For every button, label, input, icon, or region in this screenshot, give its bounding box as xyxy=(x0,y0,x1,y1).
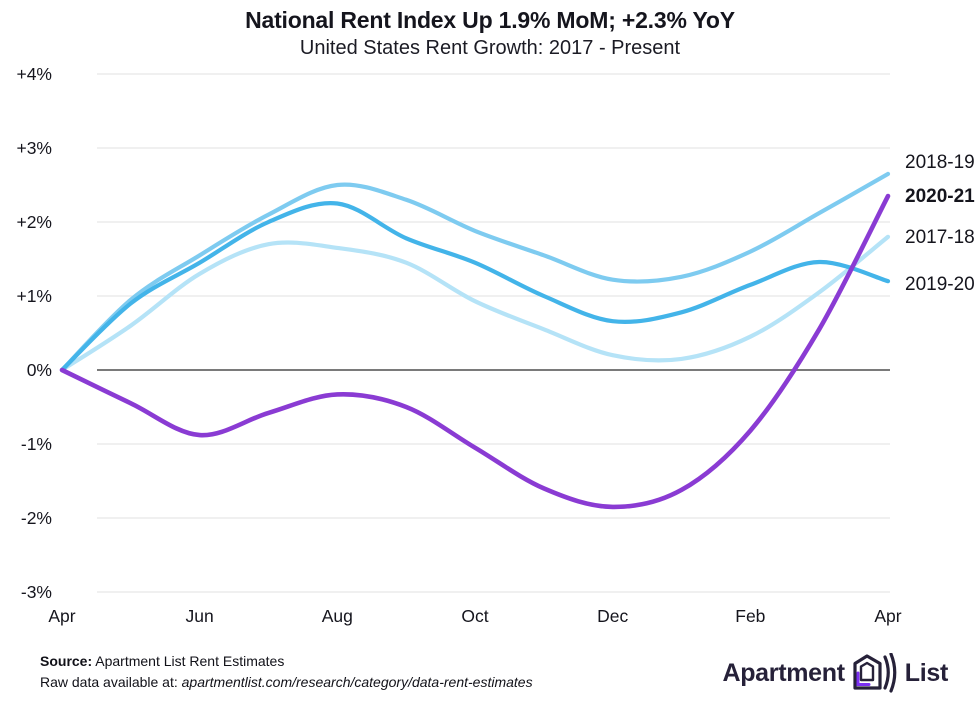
apartment-list-logo: Apartment List xyxy=(722,653,948,693)
raw-data-url: apartmentlist.com/research/category/data… xyxy=(181,674,533,690)
series-line-2019-20 xyxy=(59,201,891,373)
y-tick-label: -2% xyxy=(21,508,52,528)
series-line-2018-19 xyxy=(59,171,891,373)
x-tick-label: Oct xyxy=(461,606,488,626)
source-footer: Source: Apartment List Rent Estimates Ra… xyxy=(40,651,533,693)
y-tick-label: -1% xyxy=(21,434,52,454)
y-tick-label: +1% xyxy=(16,286,52,306)
logo-text-list: List xyxy=(904,658,949,687)
source-line: Source: Apartment List Rent Estimates xyxy=(40,651,533,672)
x-tick-label: Jun xyxy=(186,606,214,626)
y-tick-label: -3% xyxy=(21,582,52,602)
x-tick-label: Aug xyxy=(322,606,353,626)
source-label: Source: xyxy=(40,653,93,669)
series-line-2017-18 xyxy=(59,234,891,373)
logo-text-apartment: Apartment xyxy=(722,658,845,687)
y-tick-label: 0% xyxy=(27,360,52,380)
source-text: Apartment List Rent Estimates xyxy=(92,653,285,669)
x-tick-label: Apr xyxy=(48,606,75,626)
y-tick-label: +3% xyxy=(16,138,52,158)
raw-data-line: Raw data available at: apartmentlist.com… xyxy=(40,672,533,693)
x-tick-label: Feb xyxy=(735,606,765,626)
y-tick-label: +2% xyxy=(16,212,52,232)
series-line-2020-21 xyxy=(59,193,891,510)
chart-title: National Rent Index Up 1.9% MoM; +2.3% Y… xyxy=(245,7,735,33)
chart-subtitle: United States Rent Growth: 2017 - Presen… xyxy=(299,37,681,59)
apartment-list-house-icon xyxy=(852,653,898,693)
y-tick-label: +4% xyxy=(16,64,52,84)
x-tick-label: Apr xyxy=(874,606,901,626)
raw-data-prefix: Raw data available at: xyxy=(40,674,182,690)
x-tick-label: Dec xyxy=(597,606,628,626)
